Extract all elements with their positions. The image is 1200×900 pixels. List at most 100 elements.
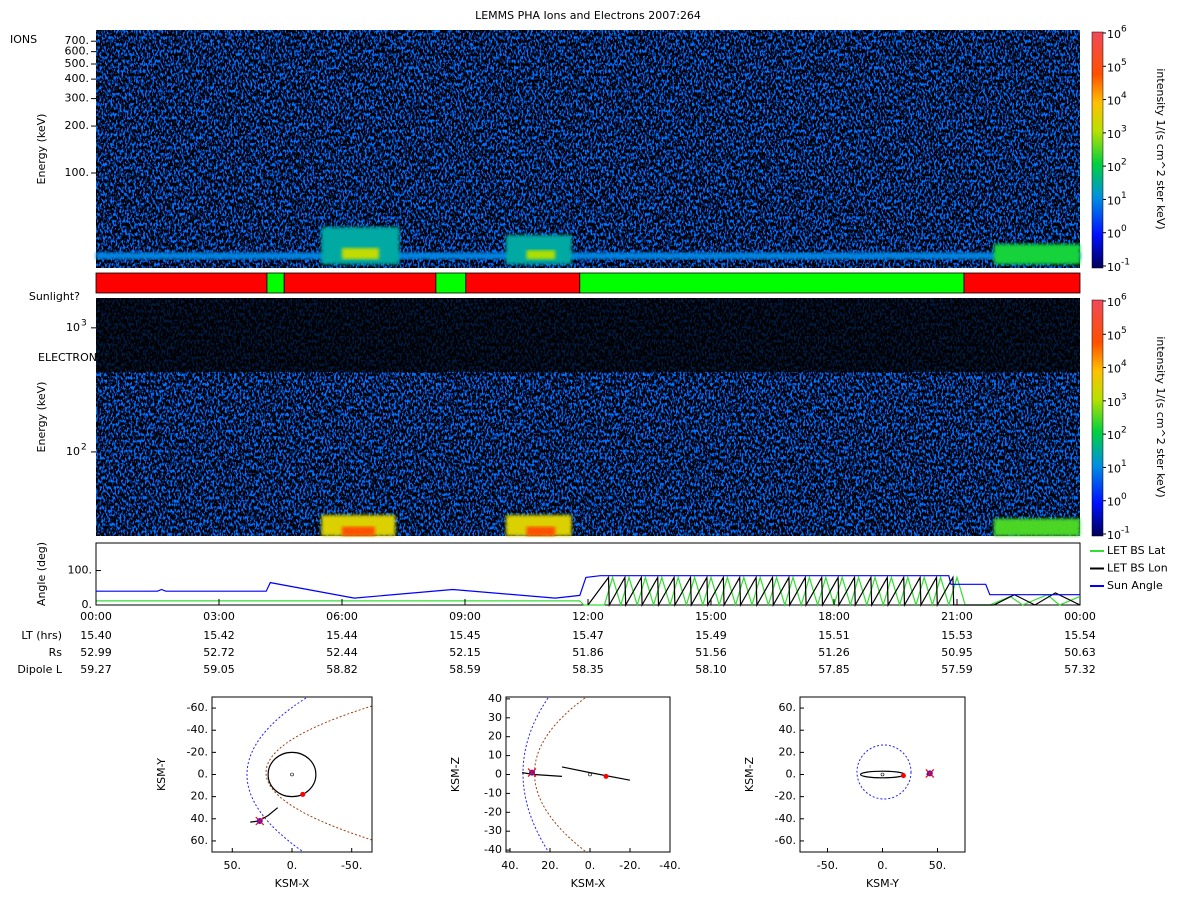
row-value: 15.53 bbox=[941, 629, 973, 642]
panel-label: Sunlight? bbox=[29, 290, 80, 303]
intensity-region bbox=[342, 526, 375, 536]
sunlight-segment bbox=[963, 272, 1081, 294]
row-value: 15.45 bbox=[449, 629, 481, 642]
moon-orbit bbox=[859, 770, 906, 779]
y-tick-label: 600. bbox=[65, 45, 90, 58]
sunlight-segment bbox=[465, 272, 581, 294]
colorbar-tick-exponent: 5 bbox=[1121, 326, 1127, 336]
panel-label: IONS bbox=[10, 33, 37, 46]
y-tick-label: 0. bbox=[82, 598, 93, 611]
row-value: 58.35 bbox=[572, 663, 604, 676]
y-tick-label: 40 bbox=[488, 692, 502, 705]
sunlight-segment bbox=[435, 272, 467, 294]
colorbar-tick-label: 10 bbox=[1107, 529, 1121, 542]
moon-position bbox=[300, 791, 306, 797]
spectrogram-noise bbox=[96, 30, 1080, 268]
intensity-region bbox=[526, 250, 556, 260]
x-tick-label: 03:00 bbox=[203, 610, 235, 623]
colorbar-tick-exponent: 5 bbox=[1121, 58, 1127, 68]
colorbar-tick-exponent: 2 bbox=[1121, 158, 1127, 168]
y-tick-label: 40. bbox=[191, 812, 209, 825]
row-value: 50.63 bbox=[1064, 646, 1096, 659]
orbit-frame bbox=[211, 696, 373, 853]
row-value: 15.44 bbox=[326, 629, 358, 642]
colorbar-tick-exponent: 3 bbox=[1121, 124, 1127, 134]
x-tick-label: 15:00 bbox=[695, 610, 727, 623]
x-tick-label: 40. bbox=[501, 859, 519, 872]
row-value: 52.72 bbox=[203, 646, 235, 659]
spacecraft-cross bbox=[925, 768, 935, 778]
row-value: 57.32 bbox=[1064, 663, 1096, 676]
x-tick-label: 50. bbox=[929, 859, 947, 872]
x-axis-label: KSM-X bbox=[275, 877, 310, 890]
x-tick-label: 0. bbox=[585, 859, 596, 872]
row-value: 59.05 bbox=[203, 663, 235, 676]
y-tick-label: -20 bbox=[484, 805, 502, 818]
spacecraft-cross bbox=[527, 768, 537, 778]
row-value: 15.40 bbox=[80, 629, 112, 642]
legend-label: Sun Angle bbox=[1107, 579, 1163, 592]
magnetopause bbox=[856, 744, 912, 800]
sunlight-segment bbox=[266, 272, 285, 294]
colorbar-tick-label: 10 bbox=[1107, 95, 1121, 108]
colorbar-tick-label: 10 bbox=[1107, 296, 1121, 309]
y-tick-label: -40 bbox=[484, 843, 502, 856]
moon-position bbox=[603, 773, 609, 779]
x-tick-label: 50. bbox=[224, 859, 242, 872]
colorbar-tick-label: 10 bbox=[1107, 496, 1121, 509]
legend-label: LET BS Lat bbox=[1107, 544, 1166, 557]
y-tick-exponent: 2 bbox=[81, 442, 87, 452]
row-value: 52.99 bbox=[80, 646, 112, 659]
row-label: Rs bbox=[49, 646, 63, 659]
colorbar-tick-label: 10 bbox=[1107, 363, 1121, 376]
x-tick-label: 00:00 bbox=[80, 610, 112, 623]
colorbar-tick-label: 10 bbox=[1107, 128, 1121, 141]
x-tick-label: 18:00 bbox=[818, 610, 850, 623]
x-tick-label: 0. bbox=[877, 859, 888, 872]
colorbar-tick-exponent: 0 bbox=[1121, 492, 1127, 502]
y-tick-label: 10 bbox=[488, 749, 502, 762]
y-axis-label: KSM-Z bbox=[743, 756, 756, 792]
x-tick-label: -40. bbox=[659, 859, 680, 872]
sunlight-segment bbox=[579, 272, 965, 294]
moon-orbit bbox=[267, 751, 317, 798]
x-tick-label: 20. bbox=[541, 859, 559, 872]
y-tick-label: 700. bbox=[65, 34, 90, 47]
colorbar-tick-label: 10 bbox=[1107, 161, 1121, 174]
row-value: 50.95 bbox=[941, 646, 973, 659]
y-axis-label: Energy (keV) bbox=[35, 114, 48, 185]
y-tick-label: 400. bbox=[65, 72, 90, 85]
y-tick-label: -10 bbox=[484, 786, 502, 799]
angle-line bbox=[587, 575, 1081, 608]
y-tick-label: 20. bbox=[779, 745, 797, 758]
x-tick-label: -50. bbox=[341, 859, 362, 872]
intensity-region bbox=[96, 252, 1080, 260]
y-tick-label: -40. bbox=[187, 723, 208, 736]
y-tick-label: 300. bbox=[65, 92, 90, 105]
colorbar-tick-label: 10 bbox=[1107, 61, 1121, 74]
row-value: 51.86 bbox=[572, 646, 604, 659]
y-tick-label: -20. bbox=[187, 745, 208, 758]
moon-position bbox=[900, 773, 906, 779]
row-value: 15.54 bbox=[1064, 629, 1096, 642]
y-tick-label: -60. bbox=[775, 834, 796, 847]
y-axis-label: Angle (deg) bbox=[35, 542, 48, 606]
row-value: 51.26 bbox=[818, 646, 850, 659]
y-tick-label: 40. bbox=[779, 723, 797, 736]
row-value: 51.56 bbox=[695, 646, 727, 659]
x-tick-label: -20. bbox=[619, 859, 640, 872]
intensity-region bbox=[506, 235, 572, 265]
row-value: 15.51 bbox=[818, 629, 850, 642]
y-tick-label: -20. bbox=[775, 790, 796, 803]
y-tick-label: -60. bbox=[187, 701, 208, 714]
boundaries bbox=[246, 697, 912, 852]
y-tick-label: 100. bbox=[68, 564, 93, 577]
moon-orbit bbox=[561, 766, 631, 781]
x-tick-label: 21:00 bbox=[941, 610, 973, 623]
x-tick-label: 12:00 bbox=[572, 610, 604, 623]
row-value: 15.42 bbox=[203, 629, 235, 642]
y-tick-label: 10 bbox=[66, 321, 80, 334]
row-value: 52.44 bbox=[326, 646, 358, 659]
